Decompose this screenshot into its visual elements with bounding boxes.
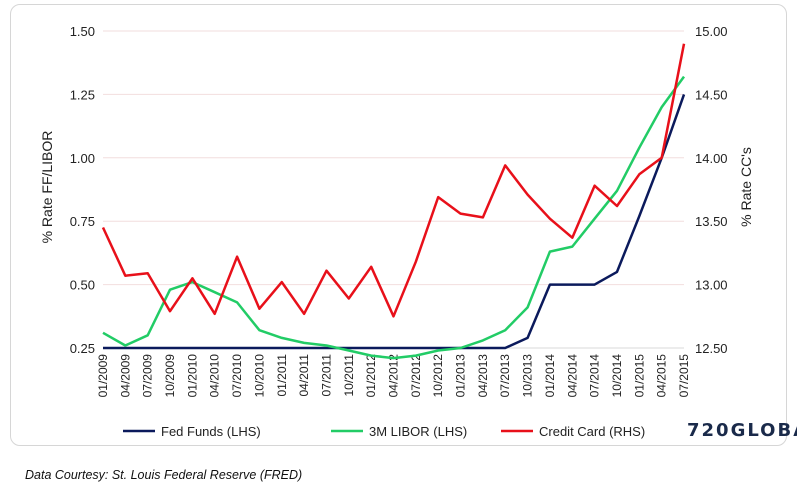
x-tick-label: 10/2009 [163, 354, 177, 398]
x-tick-label: 07/2010 [230, 354, 244, 398]
x-tick-label: 04/2013 [476, 354, 490, 398]
x-tick-label: 04/2011 [297, 354, 311, 397]
x-tick-label: 07/2012 [409, 354, 423, 398]
gridlines [103, 30, 684, 286]
x-tick-label: 01/2015 [632, 354, 646, 398]
x-tick-label: 07/2014 [588, 354, 602, 398]
x-tick-label: 04/2010 [208, 354, 222, 398]
x-axis-ticks: 01/2009 04/2009 07/2009 10/2009 01/2010 04/20… [96, 354, 691, 398]
chart-frame: 0.25 0.50 0.75 1.00 1.25 1.50 12.50 13.00 13.50… [10, 4, 797, 446]
left-tick-label: 1.00 [70, 151, 95, 166]
x-tick-label: 01/2012 [364, 354, 378, 398]
x-tick-label: 01/2011 [275, 354, 289, 397]
x-tick-label: 01/2014 [543, 354, 557, 398]
right-tick-label: 15.00 [695, 24, 728, 39]
right-tick-label: 14.00 [695, 151, 728, 166]
x-tick-label: 04/2012 [387, 354, 401, 398]
x-tick-label: 10/2010 [252, 354, 266, 398]
series-line-2 [101, 43, 686, 318]
x-tick-label: 10/2014 [610, 354, 624, 398]
legend: Fed Funds (LHS) 3M LIBOR (LHS) Credit Card… [123, 424, 645, 439]
legend-label-1: 3M LIBOR (LHS) [369, 424, 467, 439]
x-tick-label: 01/2009 [96, 354, 110, 398]
right-axis-title: % Rate CC's [738, 147, 754, 227]
legend-label-2: Credit Card (RHS) [539, 424, 645, 439]
source-note: Data Courtesy: St. Louis Federal Reserve… [25, 468, 303, 482]
x-tick-label: 01/2010 [185, 354, 199, 398]
x-tick-label: 04/2014 [565, 354, 579, 398]
series-line-0 [103, 93, 686, 350]
right-axis-ticks: 12.50 13.00 13.50 14.00 14.50 15.00 [695, 24, 728, 356]
x-tick-label: 10/2012 [431, 354, 445, 398]
x-tick-label: 10/2013 [521, 354, 535, 398]
series-line-1 [102, 75, 686, 360]
x-tick-label: 04/2015 [655, 354, 669, 398]
x-tick-label: 07/2013 [498, 354, 512, 398]
brand-logo: 720GLOBAL [687, 420, 797, 441]
x-tick-label: 07/2009 [141, 354, 155, 398]
left-axis-ticks: 0.25 0.50 0.75 1.00 1.25 1.50 [70, 24, 95, 356]
x-tick-label: 07/2011 [319, 354, 333, 397]
line-chart: 0.25 0.50 0.75 1.00 1.25 1.50 12.50 13.00 13.50… [39, 24, 754, 439]
left-axis-title: % Rate FF/LIBOR [39, 131, 55, 244]
series-lines [101, 43, 686, 360]
left-tick-label: 0.50 [70, 278, 95, 293]
x-tick-label: 07/2015 [677, 354, 691, 398]
left-tick-label: 0.75 [70, 214, 95, 229]
right-tick-label: 13.50 [695, 214, 728, 229]
legend-label-0: Fed Funds (LHS) [161, 424, 261, 439]
left-tick-label: 1.25 [70, 87, 95, 102]
left-tick-label: 0.25 [70, 341, 95, 356]
x-tick-label: 04/2009 [118, 354, 132, 398]
right-tick-label: 13.00 [695, 278, 728, 293]
x-tick-label: 10/2011 [342, 354, 356, 397]
x-tick-label: 01/2013 [454, 354, 468, 398]
left-tick-label: 1.50 [70, 24, 95, 39]
right-tick-label: 14.50 [695, 87, 728, 102]
right-tick-label: 12.50 [695, 341, 728, 356]
